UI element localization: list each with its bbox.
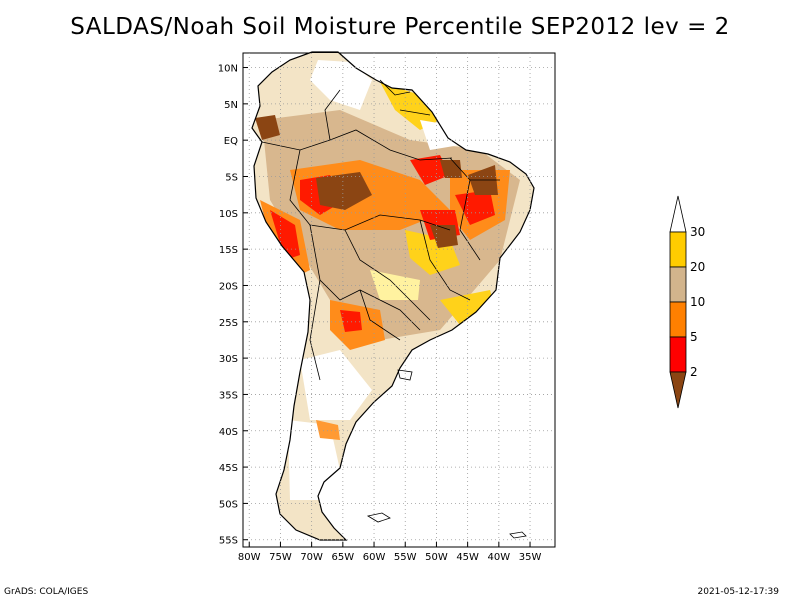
lat-tick-label: 5N	[224, 100, 238, 111]
colorbar-segment	[669, 231, 687, 268]
footer-credit: GrADS: COLA/IGES	[4, 587, 89, 597]
lon-tick-label: 80W	[238, 552, 261, 563]
lat-tick-label: 30S	[219, 354, 238, 365]
rio-de-la-plata	[397, 369, 413, 381]
lat-tick-label: 50S	[219, 499, 238, 510]
lon-tick-label: 35W	[519, 552, 542, 563]
lat-tick-label: 25S	[219, 318, 238, 329]
lat-lon-grid	[243, 53, 555, 547]
colorbar-segment	[669, 266, 687, 303]
lon-tick-label: 65W	[332, 552, 355, 563]
lon-tick-label: 55W	[394, 552, 417, 563]
lat-tick-label: 5S	[225, 173, 238, 184]
lat-tick-label: EQ	[224, 136, 238, 147]
lon-tick-label: 50W	[425, 552, 448, 563]
lat-tick-label: 35S	[219, 390, 238, 401]
colorbar-segment	[669, 336, 687, 373]
lat-tick-label: 20S	[219, 281, 238, 292]
political-borders	[261, 79, 500, 381]
lat-tick-label: 40S	[219, 427, 238, 438]
lat-tick-label: 15S	[219, 245, 238, 256]
lon-tick-label: 40W	[488, 552, 511, 563]
lon-tick-label: 70W	[300, 552, 323, 563]
south-georgia-island	[509, 531, 527, 539]
latitude-axis: 10N 5N EQ 5S 10S 15S 20S 25S 30S 35S 40S 45S 50S 55S	[218, 64, 248, 547]
colorbar: 30 20 10 5 2	[669, 195, 705, 409]
colorbar-label: 20	[690, 260, 705, 274]
colorbar-label: 30	[690, 225, 705, 239]
colorbar-label: 5	[690, 330, 698, 344]
longitude-axis: 80W 75W 70W 65W 60W 55W 50W 45W 40W 35W	[238, 542, 542, 563]
lon-tick-label: 75W	[269, 552, 292, 563]
lat-tick-label: 55S	[219, 536, 238, 547]
map-title: SALDAS/Noah Soil Moisture Percentile SEP…	[70, 14, 730, 40]
colorbar-label: 2	[690, 365, 698, 379]
continent-outline	[251, 51, 535, 541]
lon-tick-label: 45W	[456, 552, 479, 563]
colorbar-bottom-arrow	[669, 371, 687, 409]
colorbar-top-arrow	[669, 195, 687, 233]
colorbar-segment	[669, 301, 687, 338]
colorbar-label: 10	[690, 295, 705, 309]
lon-tick-label: 60W	[363, 552, 386, 563]
lat-tick-label: 45S	[219, 463, 238, 474]
falkland-islands	[366, 512, 391, 523]
lat-tick-label: 10N	[218, 64, 238, 75]
footer-timestamp: 2021-05-12-17:39	[697, 587, 780, 597]
lat-tick-label: 10S	[219, 209, 238, 220]
